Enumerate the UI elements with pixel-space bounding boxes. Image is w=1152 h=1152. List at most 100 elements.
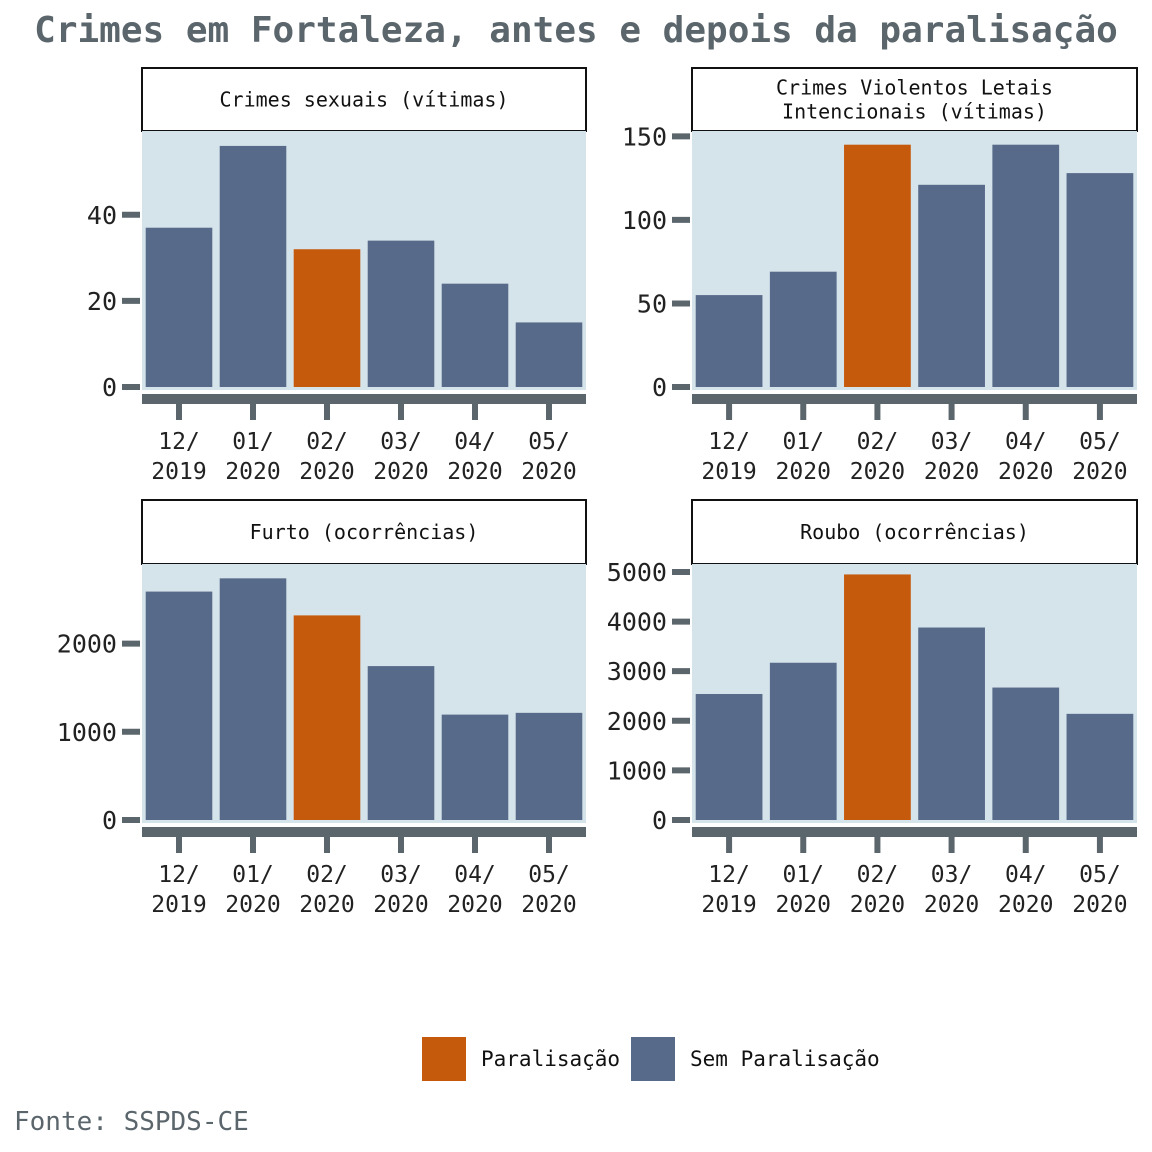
x-tick-label: 04/ bbox=[454, 429, 496, 455]
x-tick-label: 12/ bbox=[158, 429, 200, 455]
bar bbox=[293, 249, 361, 387]
y-tick-label: 1000 bbox=[607, 756, 667, 785]
bar bbox=[769, 662, 837, 820]
panel-3: Furto (ocorrências) 12/2019 01/2020 02/2020… bbox=[57, 499, 587, 918]
x-tick-label: 2020 bbox=[998, 892, 1053, 918]
x-tick-label: 05/ bbox=[528, 862, 570, 888]
bar bbox=[145, 591, 213, 820]
x-tick-label: 03/ bbox=[380, 862, 422, 888]
x-tick-label: 02/ bbox=[857, 429, 899, 455]
x-tick-label: 2020 bbox=[850, 459, 905, 485]
x-tick-label: 02/ bbox=[857, 862, 899, 888]
x-tick-label: 05/ bbox=[1079, 862, 1121, 888]
x-tick-label: 01/ bbox=[782, 862, 824, 888]
y-tick-label: 0 bbox=[102, 373, 117, 402]
x-tick-label: 2020 bbox=[924, 892, 979, 918]
x-tick-label: 02/ bbox=[306, 862, 348, 888]
bar bbox=[918, 184, 985, 387]
x-tick-label: 03/ bbox=[931, 862, 973, 888]
x-tick-label: 2020 bbox=[924, 459, 979, 485]
x-tick-label: 03/ bbox=[380, 429, 422, 455]
panel-4: Roubo (ocorrências) 12/2019 01/2020 02/2020… bbox=[607, 499, 1138, 918]
y-tick-label: 5000 bbox=[607, 558, 667, 587]
panel-strip bbox=[691, 499, 1138, 565]
bar bbox=[695, 693, 763, 820]
bar bbox=[844, 144, 911, 387]
x-tick-label: 2020 bbox=[299, 459, 354, 485]
x-axis-line bbox=[142, 394, 586, 404]
bar bbox=[441, 283, 509, 387]
x-tick-label: 12/ bbox=[708, 429, 750, 455]
y-tick-label: 1000 bbox=[57, 718, 117, 747]
bar bbox=[695, 295, 763, 387]
bar bbox=[992, 687, 1060, 820]
x-tick-label: 12/ bbox=[158, 862, 200, 888]
x-tick-label: 2020 bbox=[521, 892, 576, 918]
bar bbox=[441, 714, 509, 820]
x-tick-label: 01/ bbox=[232, 429, 274, 455]
bar bbox=[918, 627, 985, 820]
x-tick-label: 2020 bbox=[225, 459, 280, 485]
x-tick-label: 2020 bbox=[776, 892, 831, 918]
y-tick-label: 20 bbox=[87, 287, 117, 316]
panel-title: Intencionais (vítimas) bbox=[782, 100, 1047, 124]
x-tick-label: 12/ bbox=[708, 862, 750, 888]
y-tick-label: 2000 bbox=[57, 630, 117, 659]
x-tick-label: 2020 bbox=[373, 892, 428, 918]
bar bbox=[367, 666, 435, 820]
chart-title: Crimes em Fortaleza, antes e depois da p… bbox=[34, 10, 1118, 51]
panels: Crimes sexuais (vítimas)12/201901/202002… bbox=[57, 67, 1138, 918]
y-tick-label: 0 bbox=[102, 806, 117, 835]
panel-strip bbox=[691, 67, 1138, 132]
x-axis-line bbox=[692, 394, 1137, 404]
panel-title: Roubo (ocorrências) bbox=[800, 520, 1029, 544]
plot-background bbox=[692, 564, 1137, 823]
x-tick-label: 01/ bbox=[232, 862, 274, 888]
plot-background bbox=[142, 131, 586, 390]
panel-title: Furto (ocorrências) bbox=[250, 520, 479, 544]
bar bbox=[1066, 173, 1134, 387]
x-tick-label: 02/ bbox=[306, 429, 348, 455]
legend-label: Sem Paralisação bbox=[690, 1047, 880, 1071]
x-tick-label: 04/ bbox=[1005, 429, 1047, 455]
legend-swatch bbox=[631, 1037, 675, 1081]
panel-title: Crimes Violentos Letais bbox=[776, 76, 1053, 100]
y-tick-label: 50 bbox=[637, 289, 667, 318]
x-tick-label: 05/ bbox=[528, 429, 570, 455]
plot-background bbox=[142, 564, 586, 823]
panel-strip bbox=[141, 67, 587, 132]
x-tick-label: 2020 bbox=[998, 459, 1053, 485]
x-axis-line bbox=[692, 827, 1137, 837]
legend: Paralisação Sem Paralisação bbox=[422, 1037, 880, 1081]
x-tick-label: 04/ bbox=[454, 862, 496, 888]
x-tick-label: 2020 bbox=[373, 459, 428, 485]
y-tick-label: 3000 bbox=[607, 657, 667, 686]
x-tick-label: 2019 bbox=[701, 892, 756, 918]
x-tick-label: 2019 bbox=[151, 459, 206, 485]
x-tick-label: 2019 bbox=[701, 459, 756, 485]
panel-1: Crimes sexuais (vítimas)12/201901/202002… bbox=[87, 67, 587, 485]
source-note: Fonte: SSPDS-CE bbox=[14, 1107, 249, 1137]
x-tick-label: 2020 bbox=[299, 892, 354, 918]
x-tick-label: 2019 bbox=[151, 892, 206, 918]
x-tick-label: 03/ bbox=[931, 429, 973, 455]
y-tick-label: 150 bbox=[622, 122, 667, 151]
x-tick-label: 2020 bbox=[776, 459, 831, 485]
bar bbox=[1066, 713, 1134, 820]
bar bbox=[219, 578, 287, 820]
y-tick-label: 0 bbox=[652, 806, 667, 835]
x-tick-label: 01/ bbox=[782, 429, 824, 455]
x-tick-label: 2020 bbox=[447, 892, 502, 918]
bar bbox=[515, 712, 583, 820]
legend-swatch bbox=[422, 1037, 466, 1081]
y-tick-label: 40 bbox=[87, 201, 117, 230]
x-tick-label: 2020 bbox=[1072, 459, 1127, 485]
bar bbox=[293, 615, 361, 820]
x-axis-line bbox=[142, 827, 586, 837]
bar bbox=[844, 574, 911, 820]
bar bbox=[769, 271, 837, 387]
x-tick-label: 2020 bbox=[850, 892, 905, 918]
x-tick-label: 2020 bbox=[1072, 892, 1127, 918]
